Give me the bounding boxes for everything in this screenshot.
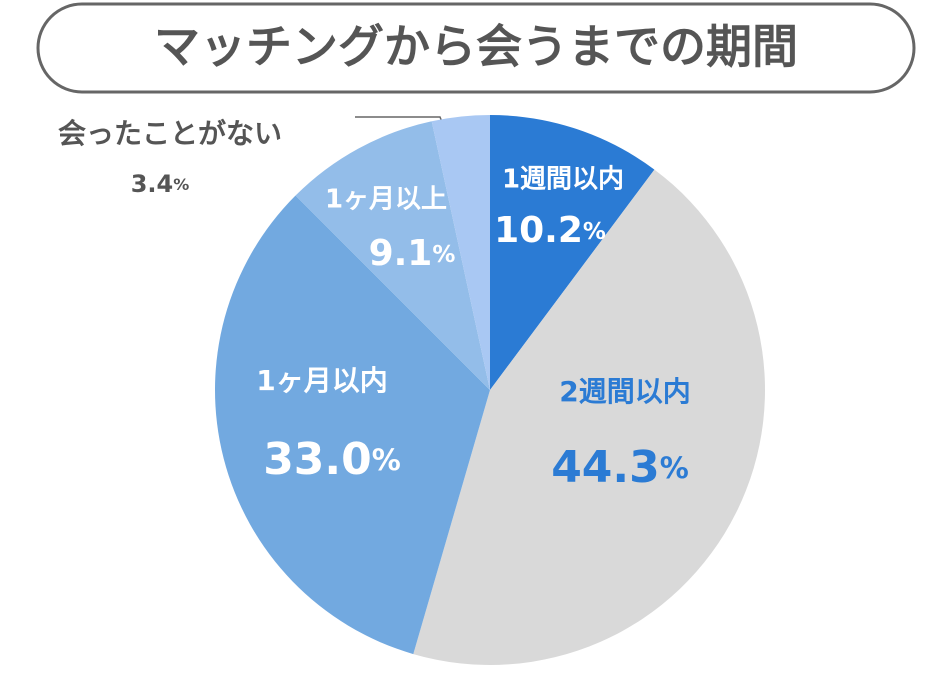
pie-slice (215, 195, 490, 655)
slice-label: 会ったことがない (58, 117, 282, 150)
value-label: 44.3% (551, 442, 689, 493)
value-label: 3.4% (131, 170, 190, 198)
value-label: 9.1% (369, 233, 456, 274)
value-label: 10.2% (494, 210, 606, 251)
title-box (36, 2, 916, 94)
value-label: 33.0% (263, 434, 401, 485)
pie-slice (431, 115, 490, 390)
pie-slice (490, 115, 655, 390)
chart-title: マッチングから会うまでの期間 (154, 20, 798, 74)
pie-slice (413, 169, 765, 665)
slice-label: 1週間以内 (502, 165, 624, 195)
slice-label: 1ヶ月以内 (256, 364, 387, 397)
slice-label: 2週間以内 (559, 375, 690, 408)
slice-label: 1ヶ月以上 (325, 185, 447, 215)
pie-slice (295, 121, 490, 390)
